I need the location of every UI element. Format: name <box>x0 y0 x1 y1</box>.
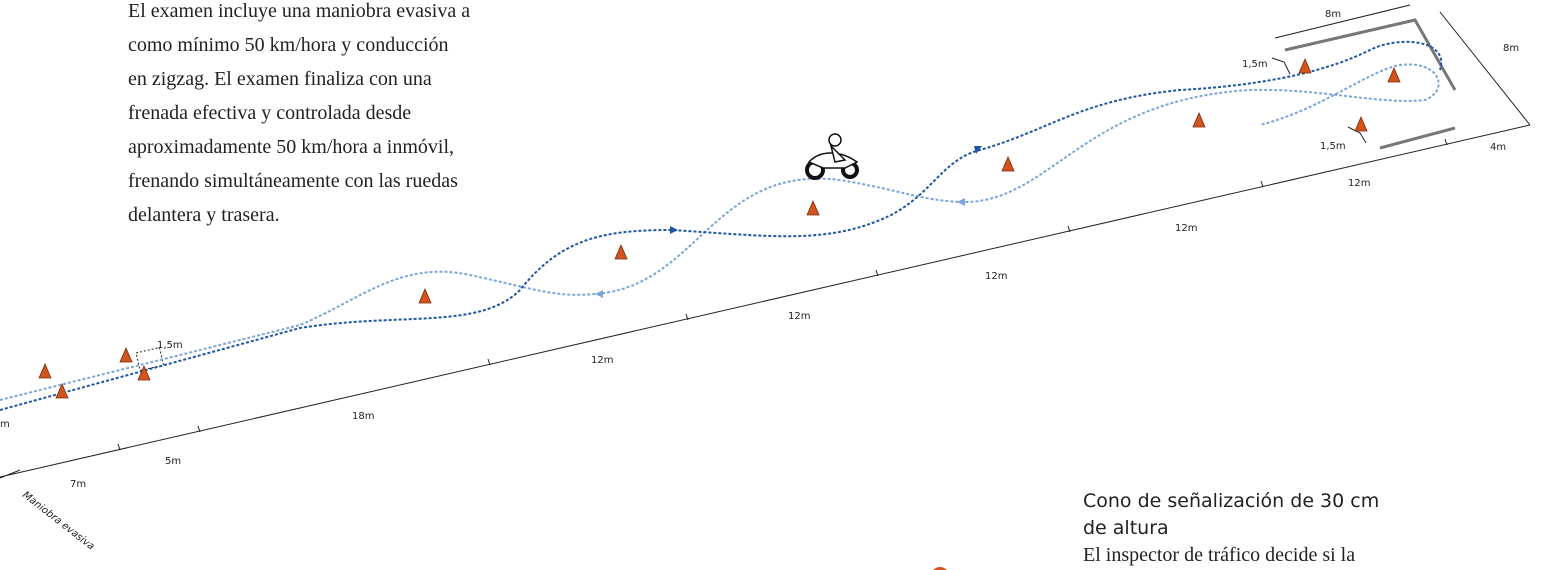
intro-line: como mínimo 50 km/hora y conducción <box>128 34 449 56</box>
label: 1,5m <box>1320 141 1346 152</box>
intro-line: El examen incluye una maniobra evasiva a <box>128 0 470 22</box>
intro-line: en zigzag. El examen finaliza con una <box>128 68 432 90</box>
label: m <box>0 419 10 430</box>
motorbike <box>805 133 859 180</box>
label: 1,5m <box>157 340 183 351</box>
ticks <box>117 138 1448 451</box>
label: 5m <box>165 456 181 467</box>
note-title: de altura <box>1083 517 1169 539</box>
baseline <box>0 124 1531 478</box>
label: 12m <box>788 311 810 322</box>
paths <box>0 40 1443 411</box>
path-light <box>0 63 1440 401</box>
label: 7m <box>70 479 86 490</box>
label: 4m <box>1490 142 1506 153</box>
note-title: Cono de señalización de 30 cm <box>1083 490 1379 512</box>
label: 1,5m <box>1242 59 1268 70</box>
side-label: Maniobra evasiva <box>20 490 96 553</box>
label: 18m <box>352 411 374 422</box>
intro-line: delantera y trasera. <box>128 204 280 226</box>
label: 12m <box>1175 223 1197 234</box>
intro-line: frenando simultáneamente con las ruedas <box>128 170 458 192</box>
edge <box>1439 11 1531 126</box>
label: 8m <box>1503 43 1519 54</box>
intro-line: aproximadamente 50 km/hora a inmóvil, <box>128 136 454 158</box>
intro-text: El examen incluye una maniobra evasiva a… <box>128 0 470 226</box>
cone-note: Cono de señalización de 30 cm de altura … <box>1083 490 1379 566</box>
edge <box>1274 4 1411 39</box>
path-dark <box>0 40 1443 411</box>
intro-line: frenada efectiva y controlada desde <box>128 102 411 124</box>
note-body: El inspector de tráfico decide si la <box>1083 544 1355 566</box>
label: 12m <box>1348 178 1370 189</box>
label: 12m <box>985 271 1007 282</box>
label: 8m <box>1325 9 1341 20</box>
legend-cone <box>933 567 947 570</box>
cones <box>38 57 1401 399</box>
label: 12m <box>591 355 613 366</box>
track-lines <box>0 4 1531 479</box>
